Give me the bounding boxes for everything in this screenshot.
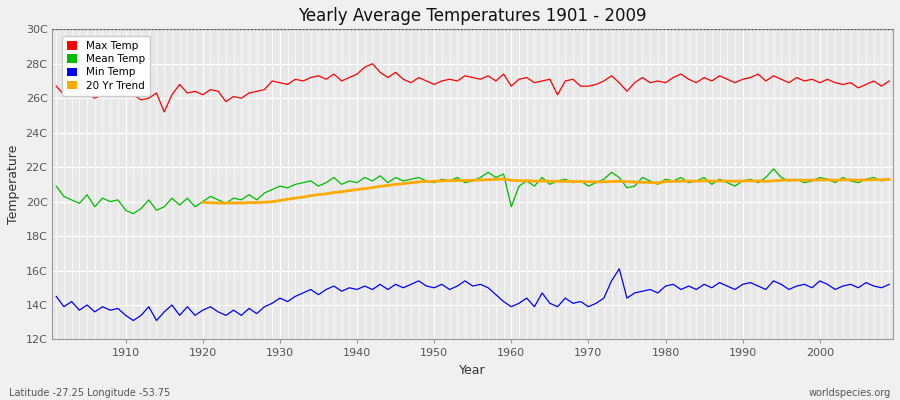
Legend: Max Temp, Mean Temp, Min Temp, 20 Yr Trend: Max Temp, Mean Temp, Min Temp, 20 Yr Tre… <box>62 36 150 96</box>
Title: Yearly Average Temperatures 1901 - 2009: Yearly Average Temperatures 1901 - 2009 <box>299 7 647 25</box>
Text: worldspecies.org: worldspecies.org <box>809 388 891 398</box>
X-axis label: Year: Year <box>459 364 486 377</box>
Text: Latitude -27.25 Longitude -53.75: Latitude -27.25 Longitude -53.75 <box>9 388 170 398</box>
Y-axis label: Temperature: Temperature <box>7 145 20 224</box>
